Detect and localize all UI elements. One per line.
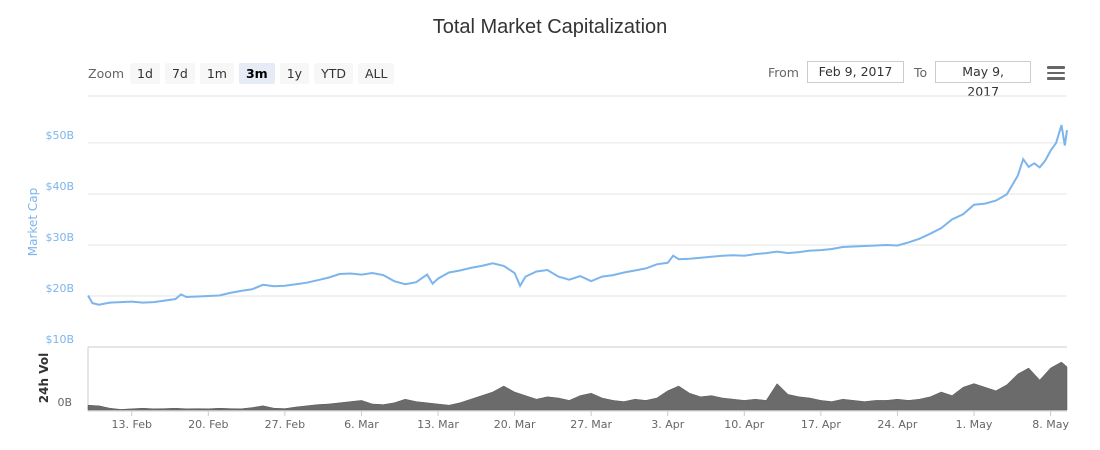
x-tick-label: 13. Feb <box>112 418 152 431</box>
x-tick-label: 20. Feb <box>188 418 228 431</box>
grid-lines <box>88 142 1067 348</box>
zoom-3m-button[interactable]: 3m <box>238 62 275 84</box>
zoom-bar: Zoom 1d 7d 1m 3m 1y YTD ALL <box>88 62 399 84</box>
hamburger-menu-icon[interactable] <box>1047 66 1065 80</box>
x-tick-label: 8. May <box>1032 418 1069 431</box>
x-tick-label: 27. Mar <box>570 418 612 431</box>
x-tick-label: 3. Apr <box>651 418 684 431</box>
chart-title: Total Market Capitalization <box>432 16 668 38</box>
y-tick-label: $10B <box>45 333 74 346</box>
x-tick-label: 17. Apr <box>801 418 841 431</box>
zoom-1d-button[interactable]: 1d <box>130 62 160 84</box>
zoom-ytd-button[interactable]: YTD <box>314 62 353 84</box>
y-tick-label: $50B <box>45 129 74 142</box>
x-tick-label: 10. Apr <box>724 418 764 431</box>
x-tick-label: 13. Mar <box>417 418 459 431</box>
zoom-7d-button[interactable]: 7d <box>164 62 195 84</box>
x-tick-label: 20. Mar <box>494 418 536 431</box>
volume-zero-tick: 0B <box>57 396 72 409</box>
date-range: From Feb 9, 2017 To May 9, 2017 <box>768 61 1032 99</box>
x-axis-ticks: 13. Feb 20. Feb 27. Feb 6. Mar 13. Mar 20. Ma… <box>112 411 1069 431</box>
x-tick-label: 6. Mar <box>344 418 379 431</box>
y-axis-ticks: $10B $20B $30B $40B $50B <box>45 129 74 346</box>
y-tick-label: $40B <box>45 180 74 193</box>
volume-axis-label: 24h Vol <box>37 353 51 403</box>
y-tick-label: $20B <box>45 282 74 295</box>
y-tick-label: $30B <box>45 231 74 244</box>
x-tick-label: 24. Apr <box>877 418 917 431</box>
zoom-1y-button[interactable]: 1y <box>279 62 310 84</box>
to-label: To <box>913 64 928 80</box>
from-label: From <box>768 64 799 80</box>
y-axis-label: Market Cap <box>26 188 40 256</box>
zoom-1m-button[interactable]: 1m <box>199 62 234 84</box>
market-cap-line <box>87 124 1068 306</box>
volume-area <box>87 361 1068 411</box>
zoom-all-button[interactable]: ALL <box>357 62 395 84</box>
from-date-input[interactable]: Feb 9, 2017 <box>806 61 904 83</box>
x-tick-label: 1. May <box>956 418 993 431</box>
zoom-label: Zoom <box>88 65 125 81</box>
to-date-input[interactable]: May 9, 2017 <box>935 61 1032 99</box>
x-tick-label: 27. Feb <box>265 418 305 431</box>
